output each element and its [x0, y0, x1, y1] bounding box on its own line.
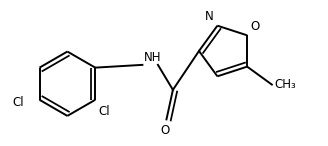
Text: Cl: Cl [98, 105, 110, 118]
Text: N: N [205, 11, 214, 24]
Text: O: O [160, 124, 170, 137]
Text: CH₃: CH₃ [274, 78, 296, 91]
Text: NH: NH [144, 51, 161, 64]
Text: Cl: Cl [12, 96, 24, 109]
Text: O: O [250, 20, 259, 33]
